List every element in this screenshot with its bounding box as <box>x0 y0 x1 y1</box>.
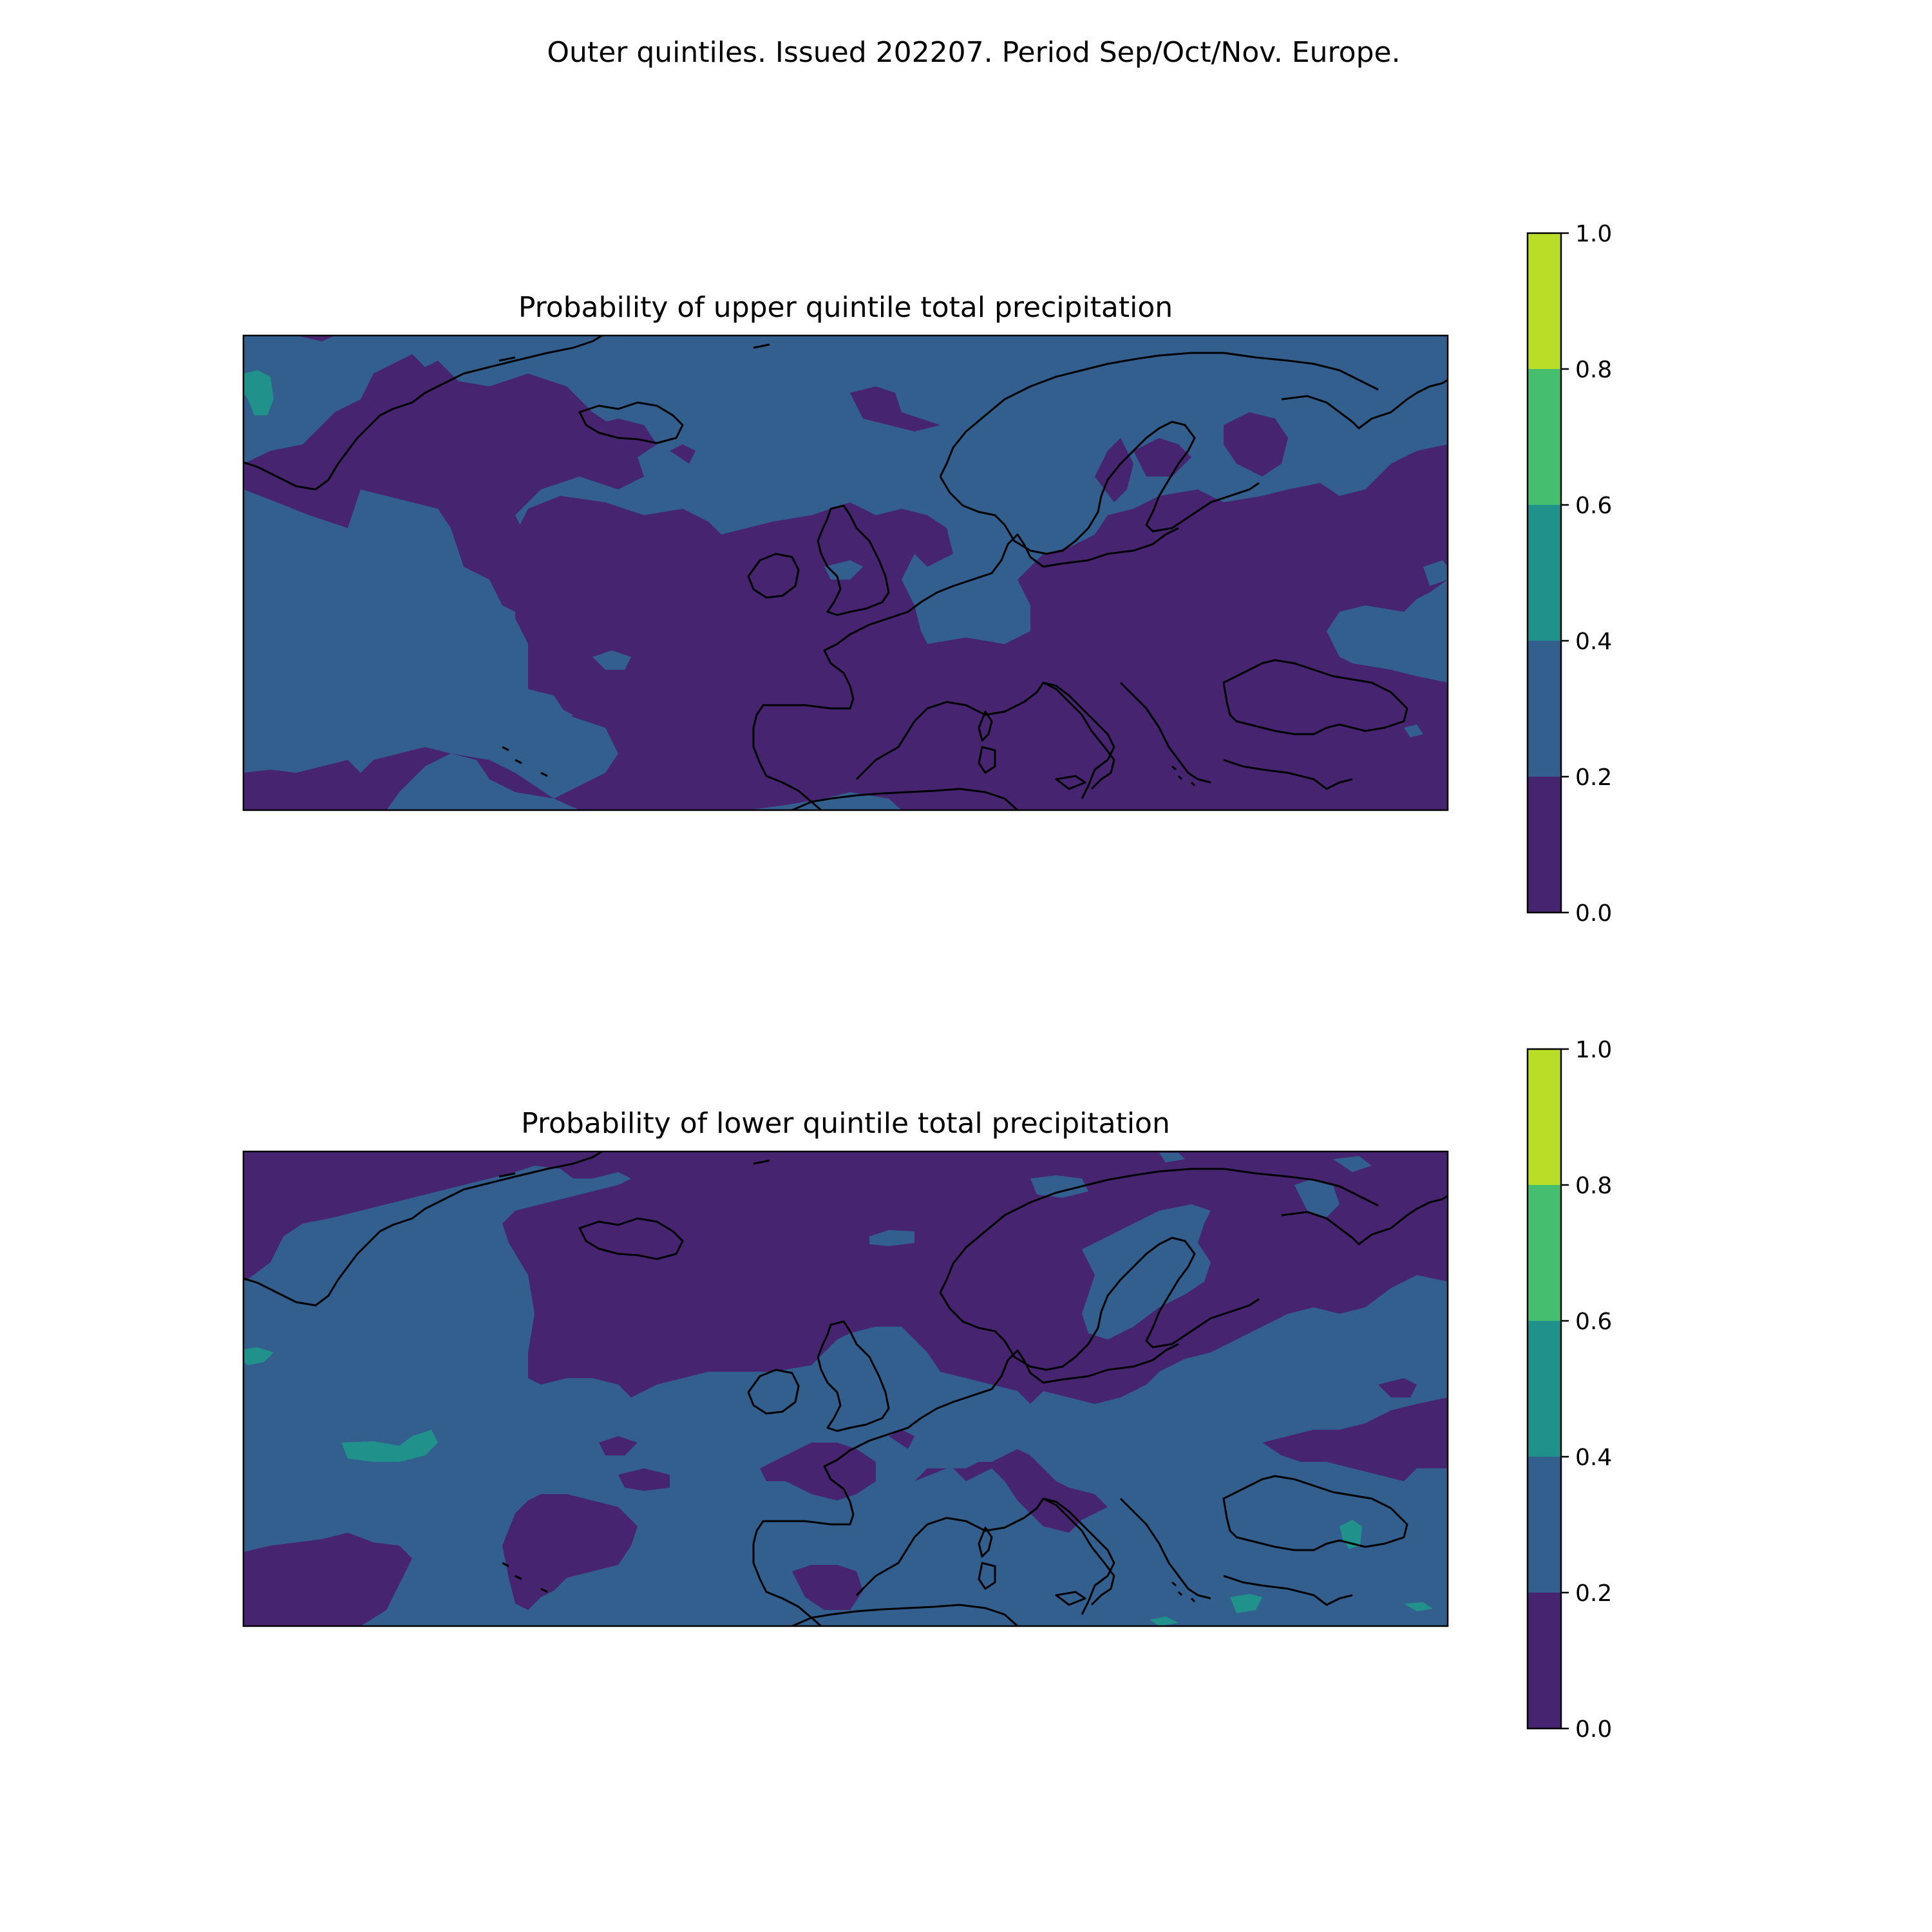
colorbar-frame <box>1526 232 1562 914</box>
colorbar-tick-label: 1.0 <box>1575 1037 1612 1063</box>
colorbar-tick-label: 0.4 <box>1575 629 1612 655</box>
colorbar-tick-label: 0.2 <box>1575 764 1612 791</box>
colorbar-tick-label: 0.8 <box>1575 357 1612 383</box>
lower-quintile-colorbar: 0.0 0.2 0.4 0.6 0.8 1.0 <box>1526 1037 1612 1743</box>
coastlines <box>243 336 1448 810</box>
figure-suptitle: Outer quintiles. Issued 202207. Period S… <box>547 36 1400 69</box>
colorbar-band-0-0-2 <box>1528 1593 1561 1728</box>
region-band-0-0-2 <box>243 374 1448 810</box>
colorbar-frame <box>1526 1048 1562 1730</box>
colorbar-band-0-8-1-0 <box>1528 233 1561 369</box>
colorbar-tick-label: 0.2 <box>1575 1580 1612 1607</box>
colorbar-band-0-6-0-8 <box>1528 1185 1561 1321</box>
lower-quintile-map <box>243 1151 1448 1626</box>
colorbar-band-0-4-0-6 <box>1528 505 1561 641</box>
colorbar-band-0-2-0-4 <box>1528 1457 1561 1593</box>
upper-quintile-map <box>243 336 1448 810</box>
colorbar-tick-label: 0.0 <box>1575 1716 1612 1743</box>
colorbar-tick-label: 0.6 <box>1575 493 1612 519</box>
colorbar-band-0-8-1-0 <box>1528 1049 1561 1185</box>
colorbar-band-0-6-0-8 <box>1528 369 1561 505</box>
colorbar-tick-label: 0.6 <box>1575 1309 1612 1335</box>
upper-quintile-frame <box>242 334 1449 811</box>
lower-quintile-panel: Probability of lower quintile total prec… <box>242 1037 1612 1743</box>
upper-quintile-colorbar: 0.0 0.2 0.4 0.6 0.8 1.0 <box>1526 221 1612 927</box>
colorbar-band-0-2-0-4 <box>1528 641 1561 777</box>
colorbar-tick-label: 0.0 <box>1575 900 1612 927</box>
region-band-0-0-2 <box>243 1378 1448 1626</box>
lower-quintile-frame <box>242 1150 1449 1627</box>
colorbar-ticks <box>1561 232 1569 914</box>
colorbar-tick-label: 1.0 <box>1575 221 1612 247</box>
colorbar-band-0-0-2 <box>1528 777 1561 913</box>
coastlines <box>243 1151 1448 1626</box>
colorbar-tick-label: 0.8 <box>1575 1173 1612 1199</box>
upper-quintile-title: Probability of upper quintile total prec… <box>518 291 1173 324</box>
upper-quintile-panel: Probability of upper quintile total prec… <box>242 221 1612 927</box>
region-band-0-4-0-6 <box>243 370 274 415</box>
region-band-0-2-0-4 <box>245 1153 1372 1340</box>
colorbar-band-0-4-0-6 <box>1528 1321 1561 1457</box>
lower-quintile-title: Probability of lower quintile total prec… <box>521 1107 1170 1140</box>
colorbar-tick-label: 0.4 <box>1575 1444 1612 1471</box>
colorbar-ticks <box>1561 1048 1569 1730</box>
